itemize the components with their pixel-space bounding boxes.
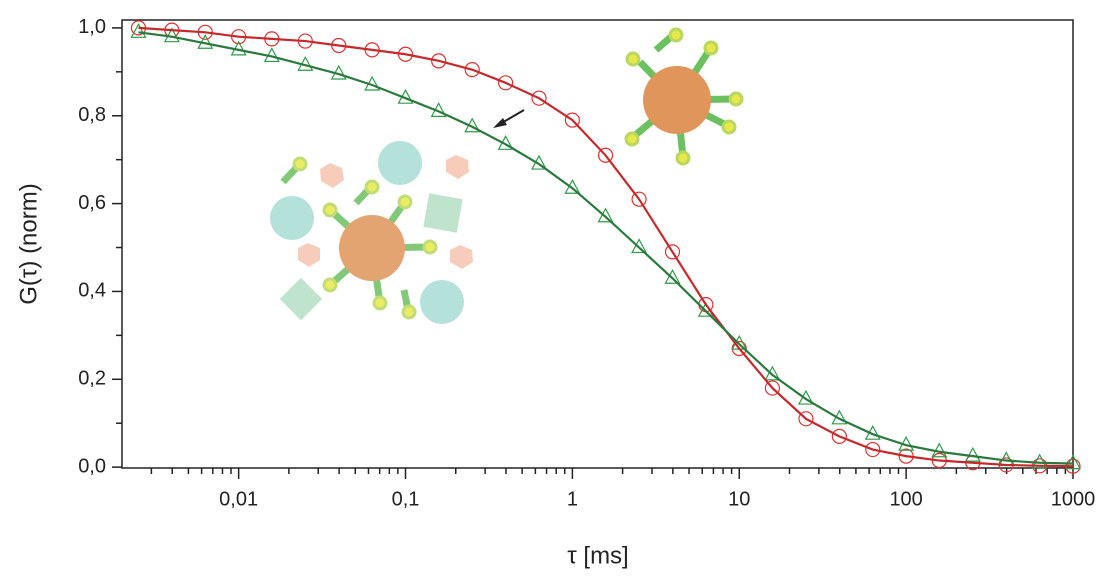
x-tick-label: 0,1 bbox=[392, 488, 420, 510]
x-tick-label: 1 bbox=[567, 488, 578, 510]
plot-frame bbox=[121, 19, 1074, 469]
y-tick-label: 0,0 bbox=[78, 455, 106, 477]
fit-line bbox=[138, 31, 1074, 465]
x-tick-label: 1000 bbox=[1051, 488, 1096, 510]
data-point bbox=[531, 90, 547, 106]
y-tick-label: 1,0 bbox=[78, 16, 106, 38]
x-tick-label: 0,01 bbox=[219, 488, 258, 510]
data-point bbox=[130, 23, 147, 38]
y-tick-label: 0,4 bbox=[78, 280, 106, 302]
data-point bbox=[431, 53, 447, 69]
data-point bbox=[764, 365, 781, 381]
x-tick-label: 100 bbox=[889, 488, 922, 510]
y-axis-label: G(τ) (norm) bbox=[15, 183, 42, 304]
data-point bbox=[1064, 454, 1082, 470]
illustration-bound bbox=[624, 27, 744, 166]
data-point bbox=[1031, 453, 1048, 469]
fit-line bbox=[138, 26, 1074, 468]
data-point bbox=[831, 428, 847, 444]
data-point bbox=[564, 112, 580, 128]
data-point bbox=[798, 411, 814, 427]
data-point bbox=[631, 191, 647, 207]
x-tick-label: 10 bbox=[728, 488, 750, 510]
data-point bbox=[597, 207, 614, 223]
y-tick-label: 0,8 bbox=[78, 104, 106, 126]
arrow bbox=[493, 109, 525, 128]
y-tick-label: 0,6 bbox=[78, 192, 106, 214]
data-point bbox=[764, 380, 781, 396]
data-point bbox=[664, 268, 681, 284]
data-point bbox=[464, 62, 480, 78]
illustration-free bbox=[270, 141, 473, 324]
data-point bbox=[498, 75, 514, 91]
data-point bbox=[597, 147, 614, 163]
y-tick-label: 0,2 bbox=[78, 368, 106, 390]
data-point bbox=[865, 441, 881, 458]
data-point bbox=[664, 244, 681, 260]
x-axis-label: τ [ms] bbox=[567, 542, 628, 569]
data-point bbox=[631, 238, 648, 254]
